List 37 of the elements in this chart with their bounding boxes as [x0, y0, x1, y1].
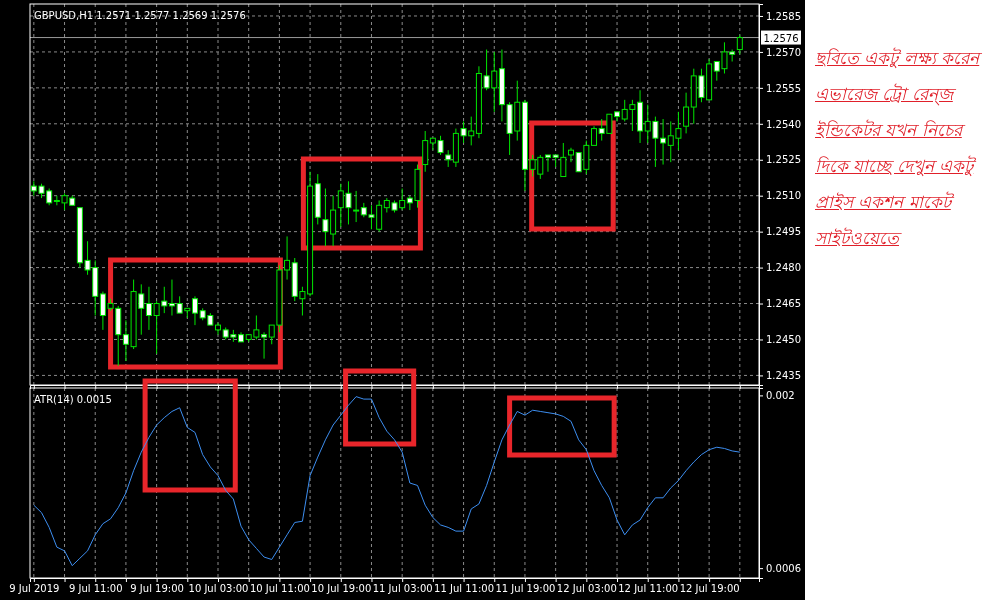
- text: ATR(14) 0.0015: [34, 394, 112, 405]
- y-tick-label: 1.2435: [766, 370, 801, 382]
- candlestick: [353, 190, 360, 223]
- text: ছবিতে একটু লক্ষ্য করেন এভারেজ ট্রো রেন্জ ইন্ডিকেটর যখন নিচের দিকে যাচ্ছে দেখুন একটু প্রাইস একশন মাকেট সাইটওয়েতে: [815, 46, 983, 250]
- y-tick-label: 1.2585: [766, 10, 801, 22]
- candlestick: [591, 125, 598, 146]
- y-tick-label: 1.2510: [766, 190, 801, 202]
- x-tick-label: 11 Jul 03:00: [372, 583, 433, 595]
- x-tick-label: 10 Jul 03:00: [188, 583, 249, 595]
- ref-line-label: 1.2576: [763, 32, 799, 44]
- y-tick-label: 0.002: [766, 390, 795, 402]
- y-tick-label: 1.2525: [766, 154, 801, 166]
- x-tick-label: 11 Jul 19:00: [495, 583, 556, 595]
- x-tick-label: 10 Jul 11:00: [249, 583, 310, 595]
- y-tick-label: 0.0006: [766, 562, 801, 574]
- y-tick-label: 1.2570: [766, 46, 801, 58]
- text: GBPUSD,H1 1.2571 1.2577 1.2569 1.2576: [34, 10, 246, 21]
- candlestick: [736, 34, 743, 55]
- x-tick-label: 12 Jul 19:00: [679, 583, 740, 595]
- candlestick: [568, 147, 574, 163]
- y-tick-label: 1.2540: [766, 118, 801, 130]
- y-tick-label: 1.2495: [766, 226, 801, 238]
- x-tick-label: 10 Jul 19:00: [311, 583, 372, 595]
- y-tick-label: 1.2450: [766, 334, 801, 346]
- y-tick-label: 1.2480: [766, 262, 801, 274]
- candlestick: [683, 92, 690, 134]
- y-tick-label: 1.2555: [766, 82, 801, 94]
- candlestick: [191, 295, 198, 326]
- candlestick: [422, 130, 429, 173]
- x-tick-label: 9 Jul 2019: [9, 583, 60, 595]
- x-tick-label: 9 Jul 11:00: [68, 583, 123, 595]
- x-tick-label: 11 Jul 11:00: [434, 583, 495, 595]
- x-tick-label: 9 Jul 19:00: [130, 583, 184, 595]
- x-tick-label: 12 Jul 03:00: [556, 583, 617, 595]
- line-series: [33, 396, 741, 567]
- y-tick-label: 1.2465: [766, 298, 801, 310]
- x-tick-label: 12 Jul 11:00: [618, 583, 679, 595]
